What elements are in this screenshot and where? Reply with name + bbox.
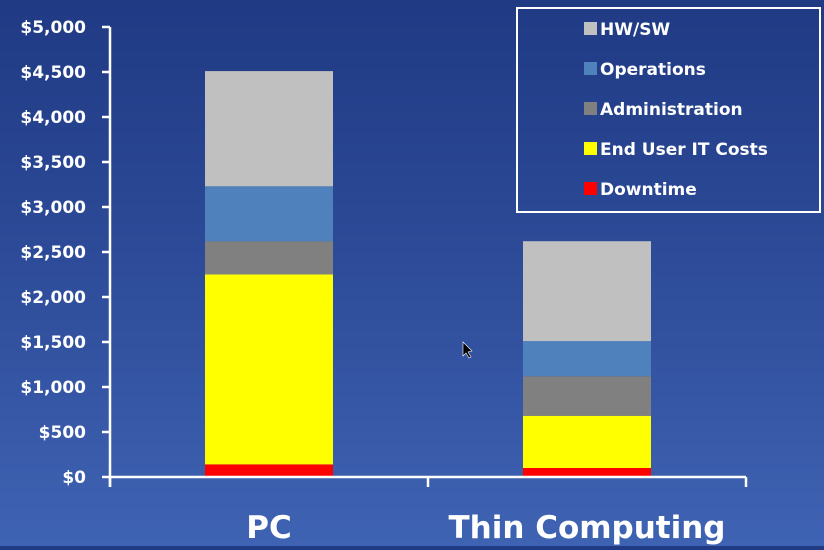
y-tick-label-5000: $5,000 xyxy=(20,18,86,38)
legend-swatch-operations xyxy=(584,62,597,75)
bar-pc-administration xyxy=(205,241,333,275)
category-label-thin-computing: Thin Computing xyxy=(448,510,725,546)
y-tick-label-2500: $2,500 xyxy=(20,243,86,263)
y-tick-label-3000: $3,000 xyxy=(20,198,86,218)
category-label-pc: PC xyxy=(246,510,291,546)
bar-thin-computing-end-user-it-costs xyxy=(523,415,651,468)
y-tick-label-0: $0 xyxy=(62,468,86,488)
legend-label-operations: Operations xyxy=(600,60,706,80)
y-tick-label-1500: $1,500 xyxy=(20,333,86,353)
bar-thin-computing-administration xyxy=(523,376,651,416)
legend-label-end-user-it-costs: End User IT Costs xyxy=(600,140,768,160)
legend: HW/SW Operations Administration End User IT… xyxy=(516,7,821,213)
legend-swatch-administration xyxy=(584,102,597,115)
y-tick-label-500: $500 xyxy=(39,423,86,443)
legend-label-downtime: Downtime xyxy=(600,180,697,200)
mouse-cursor-icon xyxy=(462,341,473,359)
legend-swatch-downtime xyxy=(584,182,597,195)
bar-pc-operations xyxy=(205,186,333,242)
legend-swatch-end-user-it-costs xyxy=(584,142,597,155)
legend-label-hw-sw: HW/SW xyxy=(600,20,670,40)
axis-layer: $0 $500 $1,000 $1,500 $2,000 $2,500 $3,000 $3,5… xyxy=(20,18,748,546)
y-tick-label-4000: $4,000 xyxy=(20,108,86,128)
legend-swatch-hw-sw xyxy=(584,22,597,35)
legend-box xyxy=(516,7,821,213)
bars-layer xyxy=(205,71,651,477)
y-tick-label-3500: $3,500 xyxy=(20,153,86,173)
y-tick-label-4500: $4,500 xyxy=(20,63,86,83)
bar-thin-computing-downtime xyxy=(523,468,651,477)
bar-thin-computing-hw-sw xyxy=(523,241,651,342)
bar-pc-end-user-it-costs xyxy=(205,274,333,465)
y-tick-label-1000: $1,000 xyxy=(20,378,86,398)
bar-pc-hw-sw xyxy=(205,71,333,187)
bar-thin-computing-operations xyxy=(523,341,651,377)
bar-pc-downtime xyxy=(205,464,333,477)
legend-label-administration: Administration xyxy=(600,100,743,120)
y-tick-label-2000: $2,000 xyxy=(20,288,86,308)
